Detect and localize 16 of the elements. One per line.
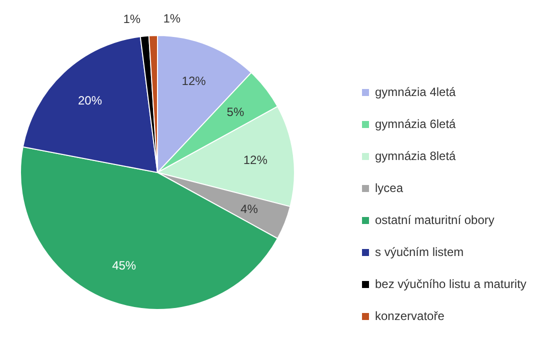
legend-label: gymnázia 6letá [375, 117, 456, 131]
legend-label: gymnázia 8letá [375, 149, 456, 163]
data-label: 20% [78, 94, 102, 108]
legend-label: bez výučního listu a maturity [375, 277, 526, 291]
data-label: 1% [163, 12, 181, 26]
data-label: 12% [243, 153, 268, 168]
data-label: 4% [240, 202, 258, 216]
data-label: 5% [226, 105, 244, 120]
legend-label: ostatní maturitní obory [375, 213, 494, 227]
data-label: 1% [123, 12, 141, 26]
legend-label: konzervatoře [375, 309, 444, 323]
data-label: 45% [112, 258, 136, 272]
legend-label: gymnázia 4letá [375, 85, 456, 99]
legend-label: s výučním listem [375, 245, 464, 259]
legend-label: lycea [375, 181, 404, 195]
data-label: 12% [182, 74, 206, 88]
